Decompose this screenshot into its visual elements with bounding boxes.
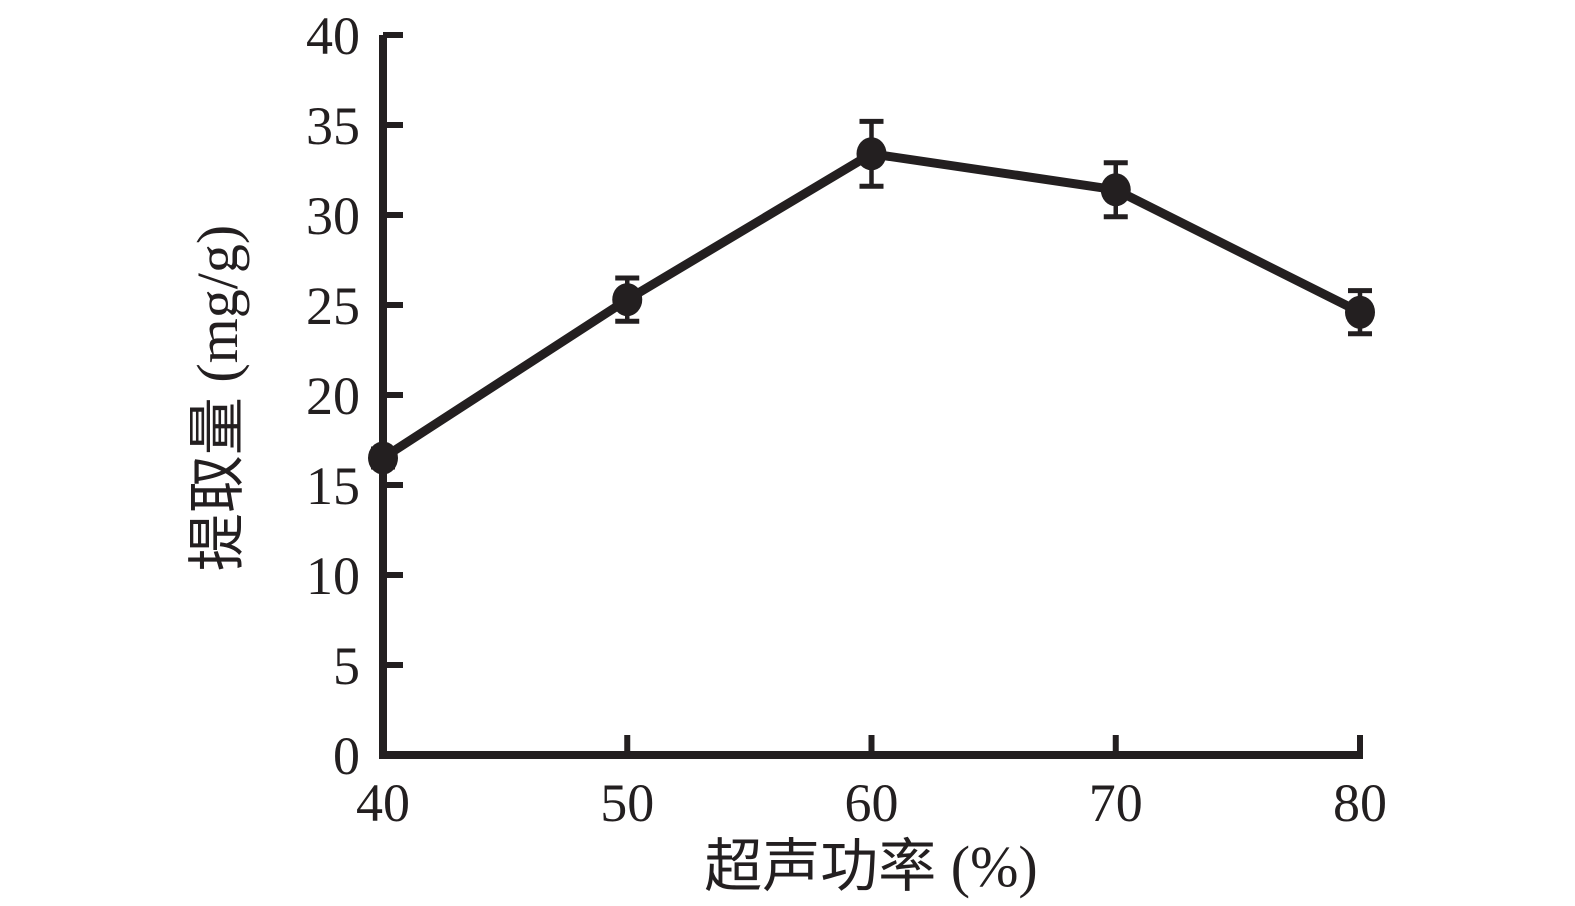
y-tick-label: 40	[306, 6, 360, 66]
error-bars	[371, 118, 1372, 470]
data-point	[1345, 295, 1375, 329]
x-tick-label: 70	[1089, 773, 1143, 833]
tick-marks	[383, 32, 1363, 755]
x-tick-label: 50	[600, 773, 654, 833]
data-point	[1100, 173, 1131, 207]
y-tick-label: 35	[306, 96, 360, 156]
y-tick-label: 10	[306, 546, 360, 606]
y-tick-label: 20	[306, 366, 360, 426]
data-point	[856, 137, 887, 171]
x-tick-label: 80	[1333, 773, 1387, 833]
data-series	[368, 137, 1375, 475]
data-point	[612, 283, 643, 317]
x-axis-title: 超声功率 (%)	[704, 834, 1037, 899]
y-tick-label: 0	[333, 726, 360, 786]
y-tick-label: 25	[306, 276, 360, 336]
x-tick-label: 40	[356, 773, 410, 833]
y-tick-label: 5	[333, 636, 360, 696]
y-tick-label: 15	[306, 456, 360, 516]
tick-labels: 0 5 10 15 20 25 30 35 40 40 50 60 70 80	[306, 6, 1387, 833]
y-tick-label: 30	[306, 186, 360, 246]
x-tick-label: 60	[845, 773, 899, 833]
y-axis-title: 提取量 (mg/g)	[185, 225, 250, 571]
series-line	[380, 149, 1363, 462]
